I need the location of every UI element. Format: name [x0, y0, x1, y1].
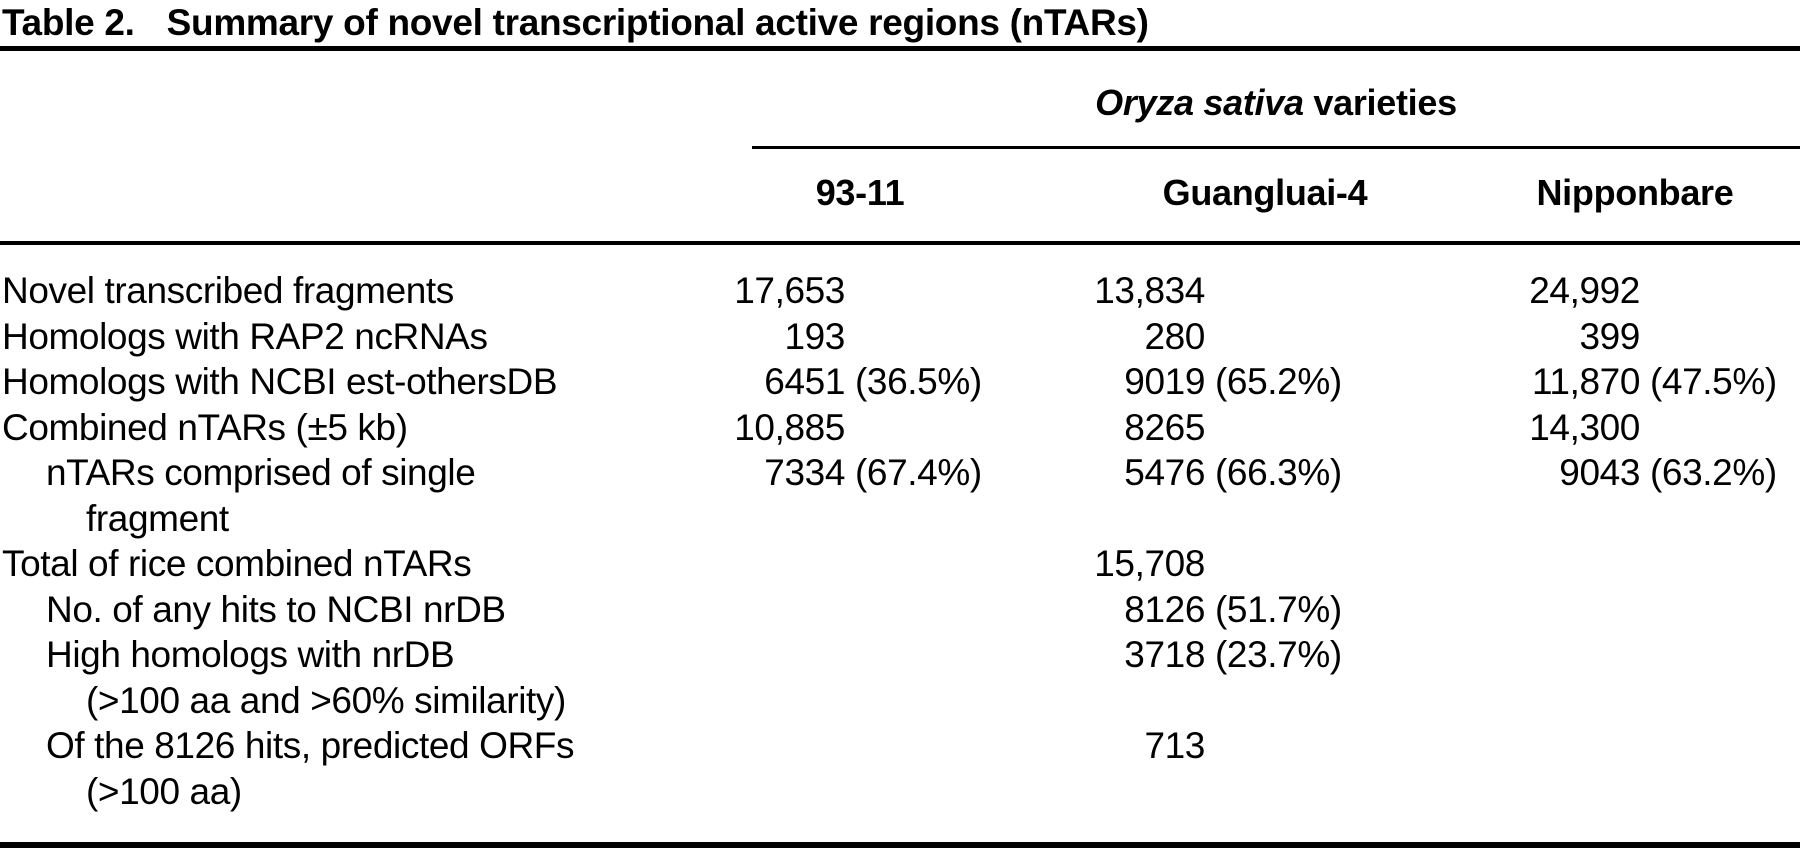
cell-value: 6451 (36.5%) [764, 361, 982, 402]
cell-value: 399 [1579, 315, 1640, 357]
row-label: Of the 8126 hits, predicted ORFs [46, 725, 575, 766]
row-label: Homologs with NCBI est-othersDB [2, 361, 558, 402]
table-row: No. of any hits to NCBI nrDB 8126 (51.7%) [0, 587, 1800, 633]
table-row: Homologs with NCBI est-othersDB 6451 (36.… [0, 359, 1800, 405]
cell-value: 11,870 (47.5%) [1531, 361, 1777, 402]
cell-value: 280 [1144, 315, 1205, 357]
cell-value [1440, 541, 1800, 587]
cell-value: 7334 (67.4%) [764, 452, 982, 493]
cell-value: 10,885 [734, 406, 845, 448]
row-label: nTARs comprised of single [46, 452, 476, 493]
bottom-rule [0, 842, 1800, 848]
row-label-continuation: (>100 aa) [86, 770, 242, 812]
row-label: Combined nTARs (±5 kb) [2, 406, 408, 448]
row-label: No. of any hits to NCBI nrDB [46, 588, 506, 630]
group-header-species: Oryza sativa [1095, 82, 1304, 123]
table-caption: Table 2. Summary of novel transcriptional… [2, 2, 1149, 44]
cell-value: 8126 (51.7%) [1124, 588, 1342, 630]
column-header-guangluai-4: Guangluai-4 [1162, 172, 1368, 213]
cell-value: 3718 (23.7%) [1124, 634, 1342, 675]
row-label: High homologs with nrDB [46, 634, 455, 675]
table-row: Homologs with RAP2 ncRNAs 193 280 399 [0, 314, 1800, 360]
table-row: Of the 8126 hits, predicted ORFs 713 [0, 723, 1800, 769]
cell-value: 24,992 [1529, 270, 1640, 311]
cell-value [1440, 723, 1800, 769]
cell-value: 13,834 [1094, 270, 1205, 311]
row-label-continuation: fragment [86, 497, 229, 539]
cell-value: 713 [1144, 725, 1205, 766]
cell-value: 15,708 [1094, 543, 1205, 584]
cell-value: 14,300 [1529, 406, 1640, 448]
cell-value [660, 632, 1060, 678]
group-header-suffix: varieties [1303, 82, 1457, 123]
row-label: Total of rice combined nTARs [2, 543, 472, 584]
cell-value: 9019 (65.2%) [1124, 361, 1342, 402]
cell-value [660, 723, 1060, 769]
table-body: Novel transcribed fragments 17,653 13,83… [0, 268, 1800, 814]
group-header-rule [752, 146, 1800, 149]
cell-value: 17,653 [734, 270, 845, 311]
table-row-continuation: (>100 aa) [0, 769, 1800, 815]
cell-value [660, 541, 1060, 587]
table-number-label: Table 2. [2, 2, 135, 43]
table-row: High homologs with nrDB 3718 (23.7%) [0, 632, 1800, 678]
table-title-text: Summary of novel transcriptional active … [166, 2, 1149, 43]
cell-value [1440, 632, 1800, 678]
row-label: Homologs with RAP2 ncRNAs [2, 315, 488, 357]
row-label: Novel transcribed fragments [2, 270, 454, 311]
column-header-nipponbare: Nipponbare [1536, 172, 1734, 213]
table-row: Combined nTARs (±5 kb) 10,885 8265 14,30… [0, 405, 1800, 451]
column-header-93-11: 93-11 [815, 172, 905, 213]
row-label-continuation: (>100 aa and >60% similarity) [86, 679, 566, 721]
table-row-continuation: fragment [0, 496, 1800, 542]
cell-value: 9043 (63.2%) [1559, 452, 1777, 493]
cell-value: 8265 [1124, 406, 1205, 448]
header-bottom-rule [0, 241, 1800, 245]
table-row: Novel transcribed fragments 17,653 13,83… [0, 268, 1800, 314]
group-header: Oryza sativa varieties [752, 82, 1800, 124]
column-header-row: 93-11 Guangluai-4 Nipponbare [660, 172, 1800, 214]
cell-value: 193 [784, 315, 845, 357]
table-row-continuation: (>100 aa and >60% similarity) [0, 678, 1800, 724]
table-row: Total of rice combined nTARs 15,708 [0, 541, 1800, 587]
cell-value: 5476 (66.3%) [1124, 452, 1342, 493]
cell-value [660, 587, 1060, 633]
top-rule [0, 46, 1800, 51]
table-row: nTARs comprised of single 7334 (67.4%) 54… [0, 450, 1800, 496]
cell-value [1440, 587, 1800, 633]
